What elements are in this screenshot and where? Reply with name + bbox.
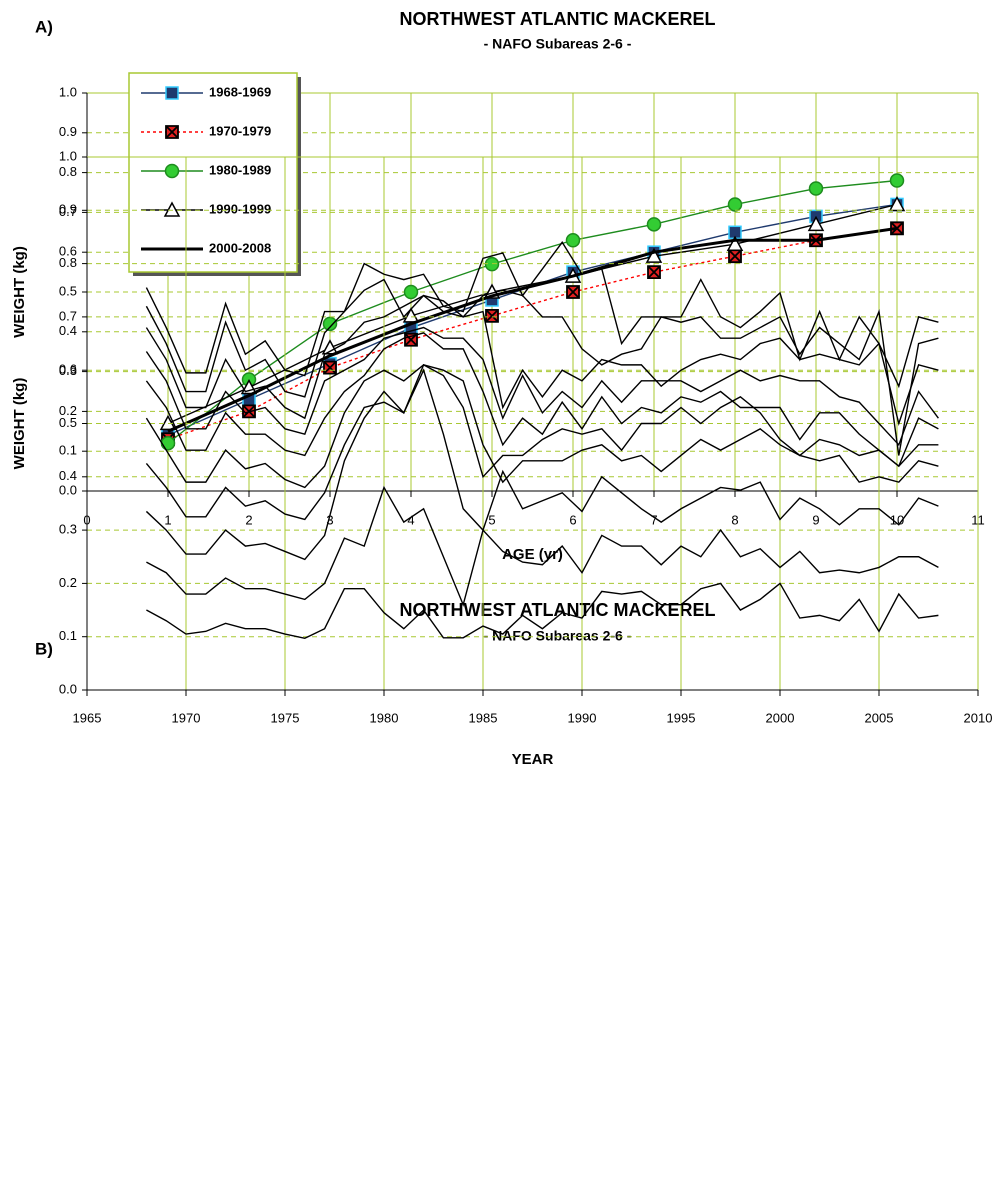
marker: [159, 414, 177, 431]
series-line: [145, 368, 939, 561]
marker: [566, 285, 580, 299]
series-line: [145, 364, 939, 489]
panel-label: A): [35, 17, 53, 36]
marker: [645, 247, 663, 263]
series-line: [167, 179, 898, 444]
y-tick-label: 0.0: [59, 482, 77, 497]
series-line: [167, 226, 898, 433]
chart-title: NORTHWEST ATLANTIC MACKEREL: [400, 9, 716, 29]
marker: [323, 360, 337, 375]
y-axis-label: WEIGHT (kg): [11, 246, 28, 338]
legend-label: 1968-1969: [209, 84, 271, 99]
marker: [322, 316, 338, 332]
marker: [647, 265, 661, 279]
marker: [726, 235, 744, 251]
x-tick-label: 5: [488, 512, 495, 527]
y-tick-label: 0.6: [59, 244, 77, 259]
marker: [889, 173, 905, 188]
x-tick-label: 8: [731, 512, 738, 527]
y-tick-label: 0.2: [59, 403, 77, 418]
x-tick-label: 1970: [172, 710, 201, 725]
y-tick-label: 0.1: [59, 443, 77, 458]
legend-label: 1970-1979: [209, 123, 271, 138]
y-tick-label: 0.7: [59, 204, 77, 219]
y-tick-label: 0.7: [59, 308, 77, 323]
chart-subtitle: - NAFO Subareas 2-6 -: [484, 628, 632, 644]
x-tick-label: 1990: [568, 710, 597, 725]
legend-marker: [165, 86, 179, 100]
y-tick-label: 0.5: [59, 415, 77, 430]
marker: [484, 256, 500, 272]
chart-subtitle: - NAFO Subareas 2-6 -: [484, 36, 632, 52]
marker: [728, 249, 742, 264]
series-line: [145, 326, 939, 447]
x-tick-label: 1: [164, 512, 171, 527]
x-tick-label: 2: [245, 512, 252, 527]
y-tick-label: 0.6: [59, 362, 77, 377]
x-tick-label: 2000: [766, 710, 795, 725]
series-line: [145, 364, 939, 521]
marker: [807, 215, 825, 232]
x-tick-label: 7: [650, 512, 657, 527]
series-line: [167, 227, 898, 440]
series-line: [167, 203, 898, 424]
x-tick-label: 2005: [865, 710, 894, 725]
series-line: [145, 332, 939, 468]
y-tick-label: 0.3: [59, 363, 77, 378]
legend-label: 1980-1989: [209, 162, 271, 177]
legend-label: 2000-2008: [209, 240, 271, 255]
legend-label: 1990-1999: [209, 201, 271, 216]
marker: [160, 435, 176, 451]
series-line: [146, 582, 939, 640]
panel-label: B): [35, 639, 53, 658]
marker: [402, 307, 420, 323]
legend-marker: [163, 201, 181, 217]
x-tick-label: 4: [407, 512, 414, 527]
series-line: [146, 485, 939, 607]
x-tick-label: 6: [569, 512, 576, 527]
y-tick-label: 0.4: [59, 323, 77, 338]
series-line: [145, 278, 939, 456]
y-tick-label: 0.4: [59, 468, 77, 483]
x-tick-label: 1995: [667, 710, 696, 725]
marker: [485, 308, 499, 323]
y-axis-label: WEIGHT (kg): [11, 378, 28, 470]
y-tick-label: 0.8: [59, 164, 77, 179]
y-tick-label: 0.2: [59, 575, 77, 590]
x-tick-label: 2010: [964, 710, 993, 725]
x-tick-label: 1975: [271, 710, 300, 725]
marker: [646, 217, 662, 232]
marker: [403, 284, 419, 300]
series-line: [145, 241, 939, 389]
x-tick-label: 9: [812, 512, 819, 527]
legend-marker: [164, 163, 180, 179]
y-tick-label: 0.9: [59, 202, 77, 217]
y-tick-label: 1.0: [59, 148, 77, 163]
marker: [565, 233, 581, 248]
x-tick-label: 10: [890, 512, 904, 527]
y-tick-label: 0.5: [59, 283, 77, 298]
x-axis-label: YEAR: [512, 751, 554, 768]
x-tick-label: 3: [326, 512, 333, 527]
marker: [321, 339, 339, 355]
y-tick-label: 0.9: [59, 124, 77, 139]
x-tick-label: 1965: [73, 710, 102, 725]
marker: [727, 197, 743, 212]
series-line: [145, 294, 939, 426]
legend-marker: [165, 125, 179, 139]
legend: [128, 72, 298, 273]
y-tick-label: 0.8: [59, 255, 77, 270]
y-tick-label: 0.1: [59, 628, 77, 643]
chart-title: NORTHWEST ATLANTIC MACKEREL: [400, 600, 716, 620]
x-tick-label: 1980: [370, 710, 399, 725]
y-tick-label: 0.0: [59, 681, 77, 696]
marker: [808, 181, 824, 196]
y-tick-label: 1.0: [59, 84, 77, 99]
y-tick-label: 0.3: [59, 522, 77, 537]
x-tick-label: 1985: [469, 710, 498, 725]
